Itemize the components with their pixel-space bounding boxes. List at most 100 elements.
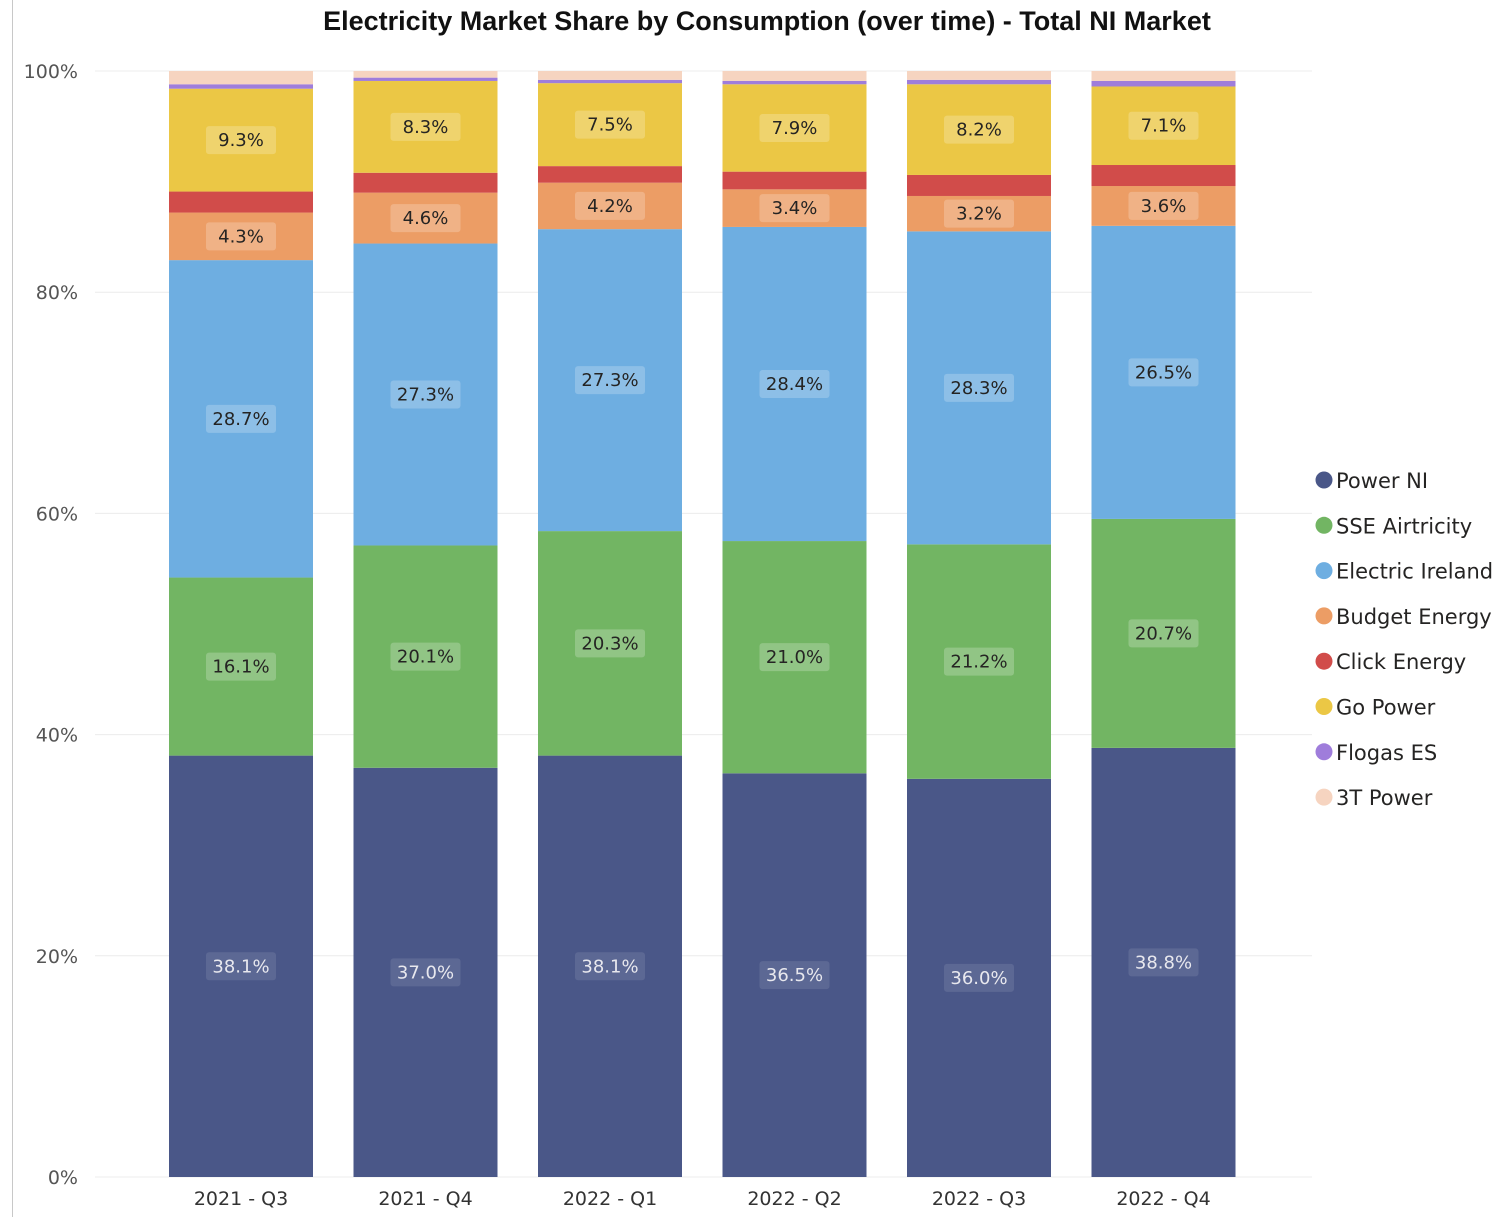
data-label: 28.3%: [950, 378, 1007, 399]
data-label-bg: [575, 191, 645, 220]
data-label: 36.5%: [766, 965, 823, 986]
data-label: 38.1%: [212, 956, 269, 977]
data-label: 36.0%: [950, 968, 1007, 989]
data-label-bg: [575, 629, 645, 658]
legend-label: Go Power: [1336, 696, 1436, 720]
legend-label: SSE Airtricity: [1336, 514, 1472, 538]
bar-segment: [169, 71, 313, 85]
bar-segment: [1091, 225, 1236, 519]
bar-segment: [169, 755, 313, 1177]
data-label: 8.3%: [403, 117, 449, 138]
legend-marker: [1315, 698, 1333, 715]
bar-segment: [722, 80, 867, 85]
x-tick-label: 2022 - Q3: [932, 1188, 1026, 1210]
data-label-bg: [944, 199, 1014, 228]
data-label-bg: [1128, 358, 1199, 387]
data-label: 9.3%: [218, 130, 264, 151]
data-label: 20.7%: [1135, 623, 1192, 644]
data-label: 7.9%: [772, 118, 818, 139]
y-tick-label: 40%: [36, 725, 78, 747]
x-tick-label: 2021 - Q3: [194, 1188, 288, 1210]
bar-segment: [353, 172, 498, 193]
data-label: 4.6%: [403, 208, 449, 229]
data-label-bg: [759, 113, 830, 142]
data-label: 20.3%: [581, 633, 638, 654]
legend-marker: [1315, 607, 1333, 625]
x-tick-label: 2022 - Q4: [1116, 1188, 1210, 1210]
data-label-bg: [944, 963, 1014, 992]
data-label-bg: [759, 643, 830, 672]
bar-segment: [907, 71, 1051, 80]
data-label-bg: [206, 652, 276, 681]
y-tick-label: 0%: [48, 1167, 78, 1189]
bar-segment: [722, 84, 867, 172]
data-label: 37.0%: [397, 962, 454, 983]
data-label-bg: [1128, 191, 1199, 220]
y-tick-label: 80%: [36, 282, 78, 304]
bar-segment: [169, 191, 313, 213]
bar-segment: [353, 71, 498, 78]
bar-segment: [907, 778, 1051, 1177]
data-label: 4.2%: [587, 196, 633, 217]
bar-segment: [722, 71, 867, 81]
bar-segment: [1091, 80, 1236, 87]
data-label-bg: [390, 642, 461, 671]
data-label: 21.2%: [950, 652, 1007, 673]
legend-marker: [1315, 788, 1333, 806]
data-label-bg: [575, 952, 645, 981]
bar-segment: [353, 192, 498, 244]
data-label-bg: [759, 961, 830, 990]
data-label-bg: [206, 952, 276, 981]
y-tick-label: 20%: [36, 946, 78, 968]
bar-segment: [907, 174, 1051, 196]
data-label: 27.3%: [397, 385, 454, 406]
data-label: 38.1%: [581, 956, 638, 977]
bar-segment: [538, 71, 682, 80]
data-label: 20.1%: [397, 647, 454, 668]
legend-label: 3T Power: [1336, 786, 1433, 810]
x-tick-label: 2021 - Q4: [378, 1188, 472, 1210]
bar-segment: [1091, 165, 1236, 187]
bar-segment: [538, 79, 682, 84]
bar-segment: [722, 541, 867, 774]
data-label-bg: [1128, 111, 1199, 140]
data-label: 8.2%: [956, 120, 1002, 141]
data-label: 26.5%: [1135, 362, 1192, 383]
y-axis: 0% 20% 40% 60% 80% 100%: [24, 61, 78, 1189]
data-label-bg: [759, 194, 830, 223]
bar-segment: [1091, 747, 1236, 1177]
legend-marker: [1315, 743, 1333, 761]
legend[interactable]: Power NI SSE Airtricity Electric Ireland Bu…: [1315, 469, 1494, 810]
bar-segment: [1091, 71, 1236, 81]
bar-segment: [353, 545, 498, 768]
data-label: 7.5%: [587, 115, 633, 136]
chart-title: Electricity Market Share by Consumption …: [323, 6, 1211, 36]
bar-segment: [538, 229, 682, 532]
data-label-bg: [390, 380, 461, 409]
data-label: 28.7%: [212, 409, 269, 430]
legend-marker: [1315, 562, 1333, 580]
data-label: 38.8%: [1135, 952, 1192, 973]
data-label: 3.6%: [1141, 196, 1187, 217]
data-label: 27.3%: [581, 370, 638, 391]
data-label-bg: [575, 366, 645, 395]
data-label-bg: [206, 222, 276, 251]
bar-segment: [353, 80, 498, 173]
chart-frame: [12, 0, 1501, 1217]
data-label-bg: [575, 110, 645, 139]
data-label-bg: [1128, 948, 1199, 977]
data-label-bg: [206, 126, 276, 155]
bar-segment: [907, 79, 1051, 85]
bar-segment: [722, 226, 867, 542]
x-axis: 2021 - Q3 2021 - Q4 2022 - Q1 2022 - Q2 2022…: [194, 1188, 1211, 1210]
bar-segment: [538, 182, 682, 230]
bar-segment: [907, 195, 1051, 232]
data-label: 4.3%: [218, 226, 264, 247]
data-label-bg: [390, 958, 461, 987]
bar-segment: [907, 544, 1051, 779]
data-label: 21.0%: [766, 647, 823, 668]
data-label: 3.4%: [772, 198, 818, 219]
bar-segment: [353, 243, 498, 546]
bar-segment: [169, 212, 313, 261]
x-tick-label: 2022 - Q2: [747, 1188, 841, 1210]
